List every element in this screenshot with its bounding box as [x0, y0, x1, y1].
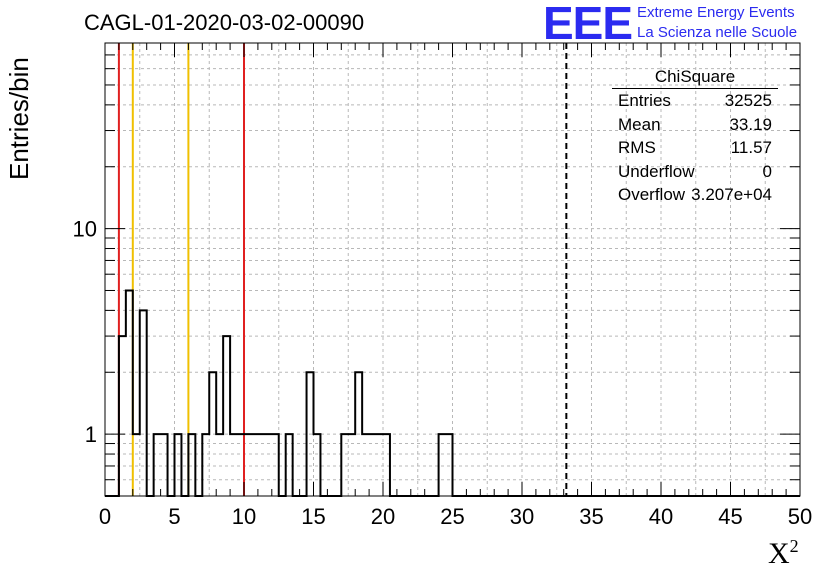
stats-row-entries: Entries 32525	[612, 89, 778, 113]
x-tick-label: 30	[510, 504, 534, 529]
stats-box: ChiSquare Entries 32525 Mean 33.19 RMS 1…	[612, 67, 778, 207]
x-tick-label: 15	[301, 504, 325, 529]
stats-row-underflow: Underflow 0	[612, 160, 778, 184]
logo-line-1: Extreme Energy Events	[637, 4, 795, 21]
x-tick-label: 0	[99, 504, 111, 529]
stats-row-rms: RMS 11.57	[612, 136, 778, 160]
y-tick-label: 1	[85, 422, 97, 447]
x-tick-label: 50	[788, 504, 812, 529]
x-tick-label: 5	[168, 504, 180, 529]
stats-row-overflow: Overflow 3.207e+04	[612, 183, 778, 207]
eee-logo: EEE	[543, 0, 633, 49]
plot-title: CAGL-01-2020-03-02-00090	[84, 10, 365, 35]
stats-key: Underflow	[618, 161, 695, 181]
x-tick-label: 20	[371, 504, 395, 529]
stats-key: Entries	[618, 91, 671, 110]
x-tick-label: 40	[649, 504, 673, 529]
stats-value: 0	[762, 161, 772, 181]
stats-value: 11.57	[730, 138, 772, 157]
y-tick-label: 10	[73, 217, 97, 242]
x-axis-label: X2	[768, 536, 799, 570]
x-tick-label: 10	[232, 504, 256, 529]
x-tick-label: 25	[440, 504, 464, 529]
stats-value: 3.207e+04	[691, 185, 772, 204]
stats-value: 32525	[724, 91, 772, 110]
x-tick-label: 45	[718, 504, 742, 529]
stats-key: Mean	[618, 114, 661, 134]
stats-key: Overflow	[618, 185, 686, 204]
stats-row-mean: Mean 33.19	[612, 113, 778, 137]
x-tick-label: 35	[579, 504, 603, 529]
logo-line-2: La Scienza nelle Scuole	[637, 24, 798, 41]
y-axis-label: Entries/bin	[4, 57, 34, 180]
stats-value: 33.19	[729, 114, 772, 134]
stats-key: RMS	[618, 138, 656, 157]
stats-title: ChiSquare	[612, 67, 778, 89]
